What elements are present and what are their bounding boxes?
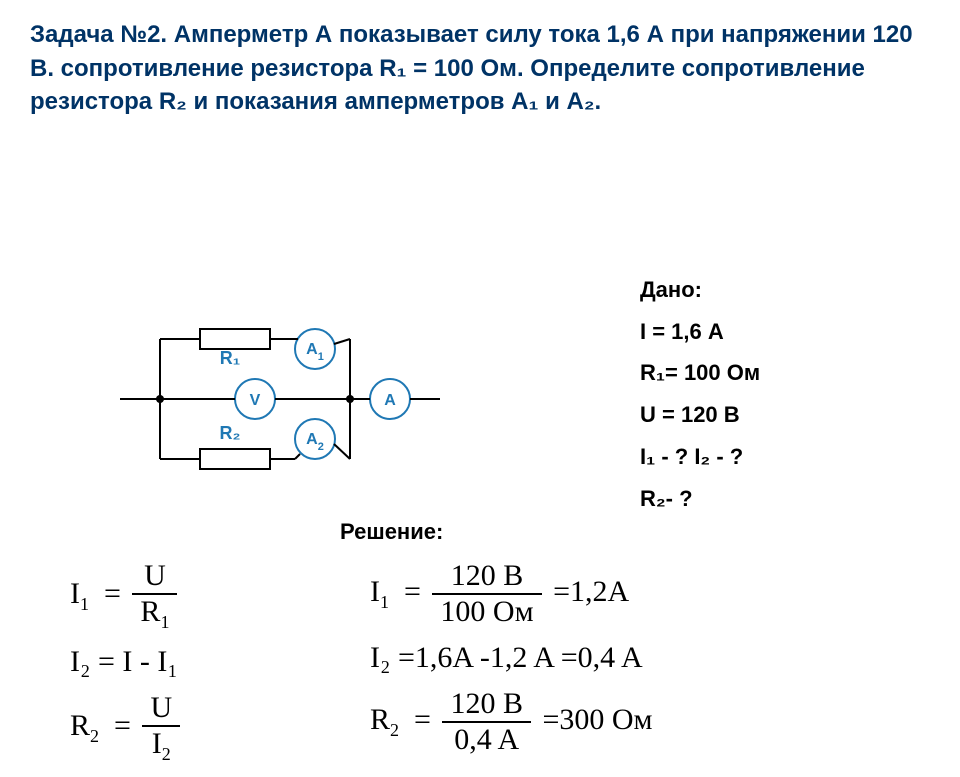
solution-label: Решение: xyxy=(340,519,443,545)
formula-l-2: R2 = U I2 xyxy=(70,691,184,765)
fr2-var: R xyxy=(370,703,390,736)
fr2-den: 0,4 A xyxy=(442,723,531,757)
problem-statement: Задача №2. Амперметр А показывает силу т… xyxy=(0,0,960,119)
fl2-num: U xyxy=(142,691,180,727)
fr0-var: I xyxy=(370,575,380,608)
given-item-2: U = 120 В xyxy=(640,394,760,436)
fr0-sub: 1 xyxy=(380,592,389,612)
fl0-var: I xyxy=(70,577,80,610)
a2-sub: 2 xyxy=(318,441,324,453)
given-item-0: I = 1,6 А xyxy=(640,311,760,353)
a1-letter: A xyxy=(306,341,318,358)
fl0-num: U xyxy=(132,559,177,595)
formula-l-0: I1 = U R1 xyxy=(70,559,184,633)
formulas-right: I1 = 120 В 100 Ом =1,2A I₂ =1,6A -1,2 A … xyxy=(370,559,653,769)
formulas-left: I1 = U R1 I₂ = I - I₁ R2 = U I2 xyxy=(70,559,184,777)
circuit-diagram: A1 A2 V A xyxy=(120,309,440,489)
given-block: Дано: I = 1,6 А R₁= 100 Ом U = 120 В I₁ … xyxy=(640,269,760,520)
fr2-num: 120 В xyxy=(442,687,531,723)
fr2-sub: 2 xyxy=(390,720,399,740)
fl0-denv: R xyxy=(140,595,160,628)
a2-letter: A xyxy=(306,431,318,448)
fl2-var: R xyxy=(70,709,90,742)
formula-r-2: R2 = 120 В 0,4 A =300 Ом xyxy=(370,687,653,757)
fl2-denv: I xyxy=(152,727,162,760)
fl2-sub: 2 xyxy=(90,726,99,746)
r2-label: R₂ xyxy=(220,423,241,443)
fr0-res: =1,2A xyxy=(553,575,629,608)
v-letter: V xyxy=(250,392,261,409)
fr0-den: 100 Ом xyxy=(432,595,541,629)
given-item-1: R₁= 100 Ом xyxy=(640,352,760,394)
r1-label: R₁ xyxy=(220,348,240,368)
given-item-3: I₁ - ? I₂ - ? xyxy=(640,436,760,478)
fl2-dens: 2 xyxy=(162,744,171,764)
given-header: Дано: xyxy=(640,269,760,311)
a-letter: A xyxy=(384,392,396,409)
fr2-res: =300 Ом xyxy=(542,703,652,736)
formula-l-1: I₂ = I - I₁ xyxy=(70,645,184,679)
problem-text: Задача №2. Амперметр А показывает силу т… xyxy=(30,21,913,115)
fl0-sub: 1 xyxy=(80,594,89,614)
fl0-dens: 1 xyxy=(160,612,169,632)
formula-r-1: I₂ =1,6A -1,2 A =0,4 A xyxy=(370,641,653,675)
formula-r-0: I1 = 120 В 100 Ом =1,2A xyxy=(370,559,653,629)
fr0-num: 120 В xyxy=(432,559,541,595)
a1-sub: 1 xyxy=(318,351,324,363)
given-item-4: R₂- ? xyxy=(640,478,760,520)
